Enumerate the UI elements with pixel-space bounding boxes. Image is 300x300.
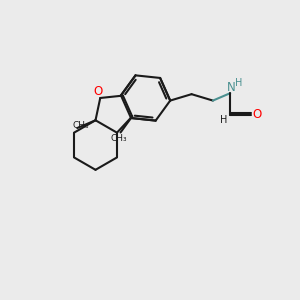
Text: O: O xyxy=(94,85,103,98)
Text: CH₃: CH₃ xyxy=(111,134,128,143)
Text: H: H xyxy=(235,78,243,88)
Text: CH₃: CH₃ xyxy=(73,121,89,130)
Text: N: N xyxy=(227,81,236,94)
Text: O: O xyxy=(252,108,261,121)
Text: H: H xyxy=(220,116,227,125)
